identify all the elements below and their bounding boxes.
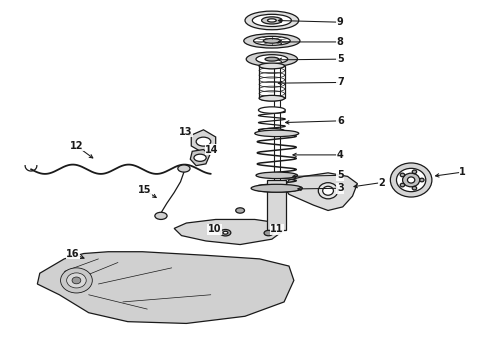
Ellipse shape xyxy=(318,183,338,199)
Bar xyxy=(268,180,286,230)
Ellipse shape xyxy=(236,208,245,213)
Text: 10: 10 xyxy=(208,225,221,234)
Ellipse shape xyxy=(245,11,299,30)
Text: 4: 4 xyxy=(337,150,343,160)
Ellipse shape xyxy=(263,39,280,43)
Ellipse shape xyxy=(391,163,432,197)
Ellipse shape xyxy=(255,130,299,136)
Ellipse shape xyxy=(400,173,405,177)
Ellipse shape xyxy=(244,34,300,48)
Ellipse shape xyxy=(259,95,285,101)
Ellipse shape xyxy=(252,14,292,27)
Text: 15: 15 xyxy=(138,185,151,195)
Text: 12: 12 xyxy=(70,141,83,151)
Text: 3: 3 xyxy=(337,183,343,193)
Polygon shape xyxy=(174,220,284,244)
Ellipse shape xyxy=(256,55,288,64)
Ellipse shape xyxy=(412,170,416,174)
Ellipse shape xyxy=(220,229,231,236)
Text: 9: 9 xyxy=(337,17,343,27)
Text: 11: 11 xyxy=(270,225,284,234)
Ellipse shape xyxy=(194,154,206,161)
Polygon shape xyxy=(191,130,216,153)
Ellipse shape xyxy=(223,231,228,234)
Ellipse shape xyxy=(67,273,86,288)
Text: 16: 16 xyxy=(66,249,80,259)
Text: 14: 14 xyxy=(205,144,219,154)
Ellipse shape xyxy=(262,17,282,24)
Ellipse shape xyxy=(419,178,424,182)
Ellipse shape xyxy=(258,107,285,113)
Polygon shape xyxy=(37,252,294,323)
Ellipse shape xyxy=(256,172,297,179)
Ellipse shape xyxy=(323,186,333,195)
Ellipse shape xyxy=(408,177,415,183)
Ellipse shape xyxy=(265,57,279,61)
Ellipse shape xyxy=(255,186,299,192)
Ellipse shape xyxy=(264,230,273,236)
Ellipse shape xyxy=(400,183,405,187)
Text: 5: 5 xyxy=(337,170,343,180)
Polygon shape xyxy=(284,173,357,211)
Ellipse shape xyxy=(61,268,92,293)
Ellipse shape xyxy=(396,168,426,192)
Ellipse shape xyxy=(258,129,285,135)
Ellipse shape xyxy=(251,184,302,192)
Ellipse shape xyxy=(403,173,419,187)
Ellipse shape xyxy=(253,36,290,45)
Text: 1: 1 xyxy=(459,167,466,177)
Text: 13: 13 xyxy=(179,127,192,136)
Ellipse shape xyxy=(196,137,211,146)
Text: 2: 2 xyxy=(378,177,385,188)
Polygon shape xyxy=(190,149,210,166)
Ellipse shape xyxy=(268,19,276,22)
Ellipse shape xyxy=(178,165,190,172)
Text: 8: 8 xyxy=(337,37,343,47)
Ellipse shape xyxy=(155,212,167,220)
Ellipse shape xyxy=(72,277,81,284)
Text: 6: 6 xyxy=(337,116,343,126)
Ellipse shape xyxy=(259,63,285,69)
Ellipse shape xyxy=(246,52,297,66)
Text: 7: 7 xyxy=(337,77,343,87)
Text: 5: 5 xyxy=(337,54,343,64)
Ellipse shape xyxy=(412,186,416,190)
